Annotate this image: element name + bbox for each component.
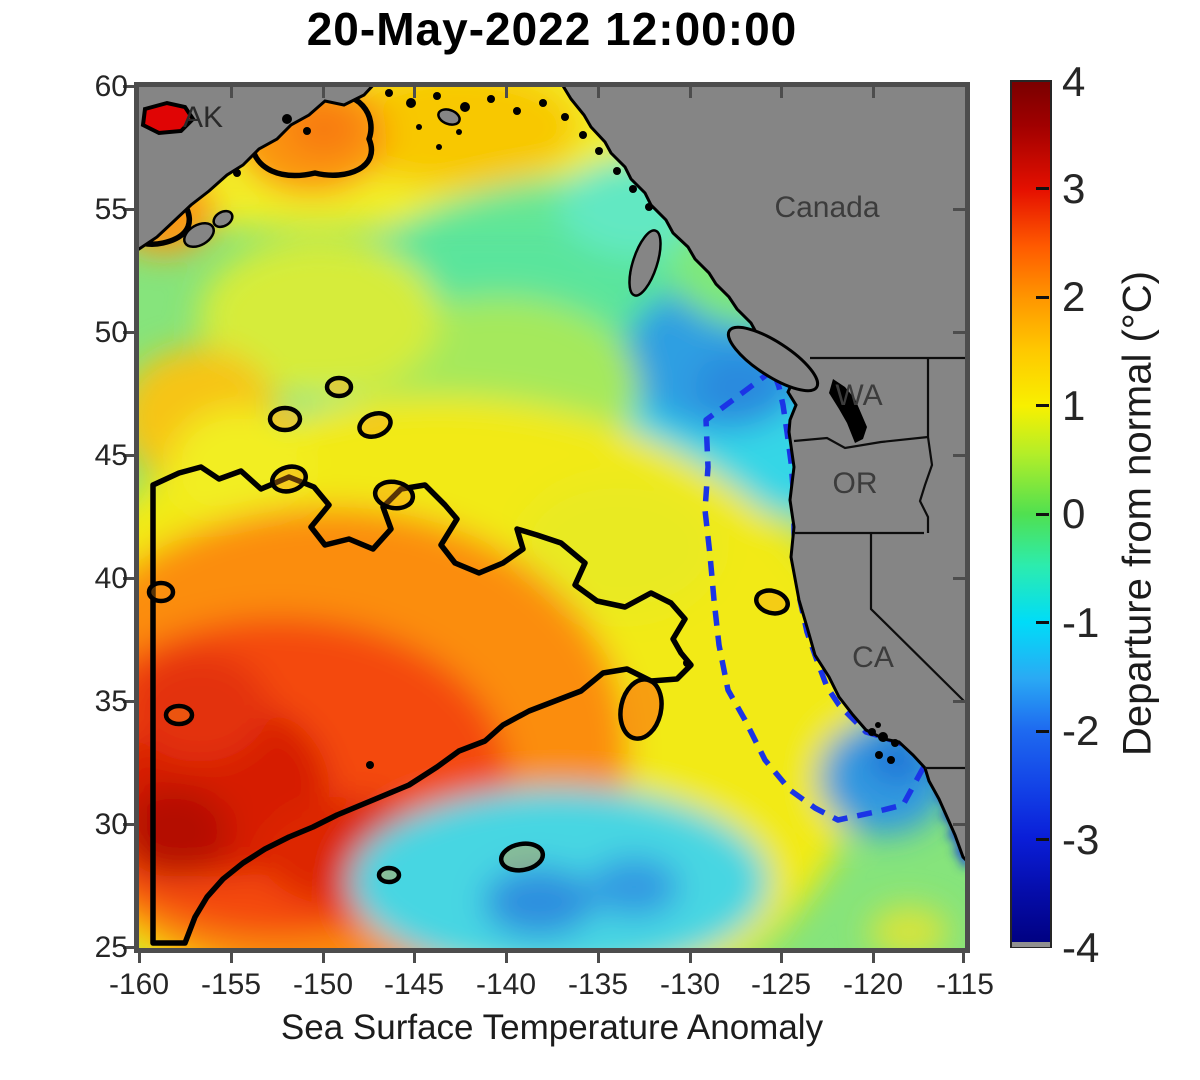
colorbar-tick-label: -4 <box>1062 924 1100 971</box>
colorbar-axis-label: Departure from normal (°C) <box>1115 271 1160 757</box>
colorbar-tick-label: 2 <box>1062 273 1086 320</box>
political-borders <box>793 356 965 770</box>
x-tick-top <box>780 87 783 98</box>
x-tick-top <box>505 87 508 98</box>
anomaly-contour-islands <box>146 375 790 885</box>
colorbar-tick <box>1036 513 1049 516</box>
y-tick-right <box>953 208 965 211</box>
alaska-warm-lagoon <box>140 100 196 136</box>
y-tick-right <box>953 577 965 580</box>
colorbar-tick <box>1036 730 1049 733</box>
y-tick-label: 40 <box>94 562 128 595</box>
label-canada: Canada <box>774 191 879 224</box>
y-tick-label: 60 <box>94 70 128 103</box>
x-tick-label: -160 <box>108 968 170 1001</box>
x-tick <box>597 952 600 963</box>
y-tick-right <box>953 700 965 703</box>
y-tick-label: 35 <box>94 685 128 718</box>
x-tick-top <box>230 87 233 98</box>
x-tick-label: -125 <box>750 968 812 1001</box>
y-tick <box>123 700 134 703</box>
x-axis-label: Sea Surface Temperature Anomaly <box>280 1008 824 1047</box>
x-tick-label: -155 <box>200 968 262 1001</box>
map-plot-area: AK Canada WA OR CA <box>139 87 965 948</box>
y-tick-right <box>953 331 965 334</box>
x-tick <box>962 952 965 963</box>
label-california: CA <box>852 641 894 674</box>
x-tick <box>230 952 233 963</box>
sst-anomaly-map: AK Canada WA OR CA <box>139 87 965 948</box>
colorbar-tick-label: -2 <box>1062 707 1100 754</box>
x-tick <box>505 952 508 963</box>
x-tick-label: -120 <box>842 968 904 1001</box>
y-tick <box>123 331 134 334</box>
colorbar-tick-label: -1 <box>1062 599 1100 646</box>
y-tick <box>123 946 134 949</box>
y-tick-label: 50 <box>94 316 128 349</box>
land-north-america <box>561 87 965 862</box>
x-tick-top <box>597 87 600 98</box>
coastal-islets <box>233 89 899 764</box>
y-tick <box>123 85 134 88</box>
x-tick <box>413 952 416 963</box>
y-tick-label: 55 <box>94 193 128 226</box>
label-oregon: OR <box>833 467 878 500</box>
colorbar-tick-label: 3 <box>1062 165 1086 212</box>
colorbar-tick <box>1036 621 1049 624</box>
colorbar-tick <box>1036 296 1049 299</box>
x-tick-label: -135 <box>567 968 629 1001</box>
y-tick <box>123 577 134 580</box>
colorbar-tick <box>1036 404 1049 407</box>
x-tick-label: -115 <box>936 968 994 1001</box>
island-vancouver <box>726 325 820 393</box>
alaska-islands <box>183 108 461 249</box>
x-tick-top <box>872 87 875 98</box>
contour-dots <box>366 659 691 769</box>
x-tick <box>872 952 875 963</box>
map-text-labels: AK Canada WA OR CA <box>183 101 894 674</box>
x-tick-label: -150 <box>292 968 354 1001</box>
x-tick <box>322 952 325 963</box>
y-tick-right <box>953 454 965 457</box>
x-tick <box>138 952 141 963</box>
x-tick-label: -145 <box>383 968 445 1001</box>
colorbar-tick-label: 1 <box>1062 382 1086 429</box>
colorbar-tick-label: 4 <box>1062 58 1086 105</box>
puget-sound-waterways <box>829 379 867 443</box>
x-tick-label: -140 <box>475 968 537 1001</box>
label-washington: WA <box>835 379 882 412</box>
colorbar-tick-label: -3 <box>1062 816 1100 863</box>
island-haida-gwaii <box>628 229 662 297</box>
y-tick-label: 30 <box>94 808 128 841</box>
colorbar-tick-label: 0 <box>1062 490 1086 537</box>
colorbar-tick <box>1036 838 1049 841</box>
figure-title: 20-May-2022 12:00:00 <box>306 3 798 55</box>
land-alaska <box>139 87 374 251</box>
x-tick-top <box>322 87 325 98</box>
y-tick-label: 45 <box>94 439 128 472</box>
y-tick <box>123 208 134 211</box>
x-tick <box>780 952 783 963</box>
x-tick <box>689 952 692 963</box>
x-tick-top <box>413 87 416 98</box>
y-tick-label: 25 <box>94 931 128 964</box>
colorbar-bottom-cap <box>1012 942 1050 947</box>
x-tick-top <box>689 87 692 98</box>
x-tick-label: -130 <box>659 968 721 1001</box>
y-tick <box>123 823 134 826</box>
label-alaska: AK <box>183 101 223 134</box>
y-tick-right <box>953 823 965 826</box>
colorbar-tick <box>1036 187 1049 190</box>
y-tick <box>123 454 134 457</box>
